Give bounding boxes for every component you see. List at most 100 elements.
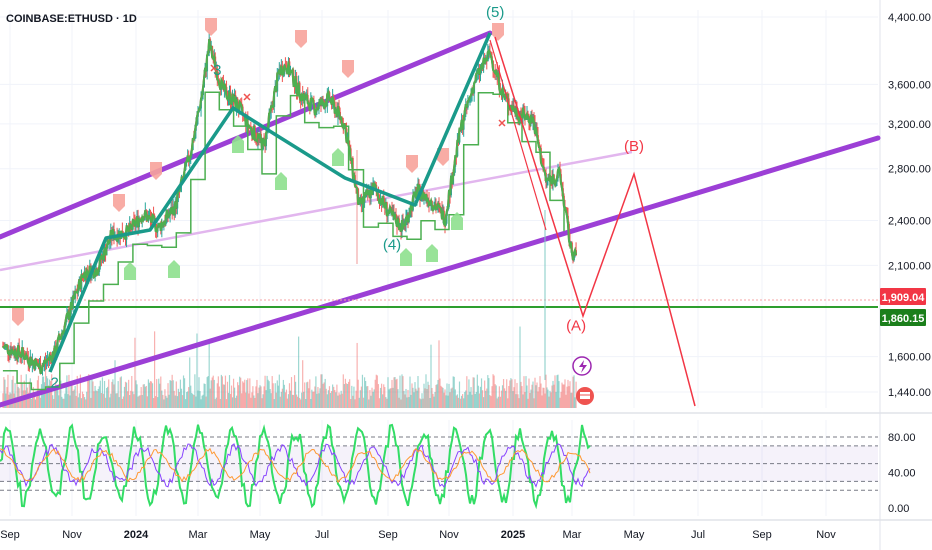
volume-bar	[40, 384, 43, 408]
volume-bar	[558, 381, 560, 408]
volume-bar	[195, 396, 197, 408]
volume-bar	[204, 383, 206, 408]
volume-bar	[71, 381, 73, 408]
volume-bar	[206, 377, 208, 408]
volume-bar	[137, 396, 139, 408]
volume-bar	[202, 394, 204, 408]
volume-bar	[250, 397, 252, 408]
volume-bar	[121, 398, 123, 408]
volume-bar	[38, 390, 41, 408]
volume-bar	[457, 397, 460, 408]
volume-bar	[514, 379, 516, 408]
volume-bar	[400, 399, 402, 408]
volume-bar	[53, 398, 55, 408]
lightning-icon	[579, 360, 587, 373]
volume-bar	[186, 392, 188, 408]
volume-bar	[59, 386, 61, 408]
symbol-title: COINBASE:ETHUSD · 1D	[6, 13, 137, 25]
volume-bar	[496, 398, 498, 408]
volume-bar	[497, 396, 499, 408]
volume-bar	[124, 381, 127, 408]
volume-bar	[64, 393, 66, 408]
volume-bar	[379, 387, 382, 408]
volume-bar	[398, 397, 400, 408]
volume-bar	[95, 390, 97, 408]
volume-bar	[559, 397, 561, 408]
volume-bar	[221, 376, 223, 408]
indicator-lines	[2, 39, 578, 391]
volume-bar	[416, 390, 418, 408]
volume-bar	[460, 395, 463, 408]
volume-bar	[78, 393, 80, 408]
volume-bar	[27, 392, 29, 408]
volume-bar	[492, 374, 494, 408]
volume-bar	[152, 398, 155, 408]
price-tick-label: 1,600.00	[888, 352, 931, 364]
volume-bar	[280, 391, 282, 408]
volume-bar	[97, 388, 99, 408]
volume-bar	[544, 393, 546, 408]
volume-bar	[143, 384, 145, 408]
volume-bar	[231, 397, 234, 408]
volume-bar	[446, 383, 448, 408]
volume-bar	[337, 395, 339, 408]
volume-bar	[522, 394, 524, 408]
volume-bar	[113, 384, 115, 408]
volume-bar	[508, 386, 510, 408]
volume-bar	[412, 387, 414, 408]
volume-bar	[560, 391, 562, 408]
volume-bar	[262, 394, 264, 408]
volume-bar	[130, 390, 132, 408]
volume-bar	[450, 388, 452, 408]
volume-bar	[117, 381, 119, 408]
volume-bar	[478, 393, 481, 408]
volume-bar	[475, 391, 477, 408]
volume-bar	[439, 378, 441, 408]
volume-bar	[180, 388, 183, 408]
volume-bar	[566, 386, 568, 408]
volume-bar	[549, 390, 551, 408]
volume-bar	[213, 379, 215, 408]
volume-bar	[177, 388, 179, 408]
volume-bar	[122, 396, 125, 408]
buy-marker	[124, 262, 136, 280]
volume-bar	[169, 380, 171, 408]
volume-bar	[551, 385, 553, 408]
cross-marker	[243, 93, 251, 101]
volume-bar	[528, 378, 530, 408]
price-badge-label: 1,860.15	[882, 313, 925, 325]
volume-bar	[367, 386, 369, 408]
sell-marker	[437, 148, 449, 166]
wave-label: (B)	[624, 138, 644, 155]
volume-bar	[309, 379, 311, 408]
volume-bar	[243, 382, 245, 408]
volume-bar	[251, 392, 253, 408]
volume-bar	[388, 389, 390, 408]
volume-bar	[377, 384, 380, 408]
volume-bar	[480, 378, 483, 408]
volume-bar	[82, 394, 85, 408]
volume-bar	[501, 385, 504, 408]
volume-bar	[222, 384, 225, 408]
volume-bar	[61, 396, 63, 408]
stochastic-pane: 0.00 40.00 80.00	[0, 423, 916, 515]
volume-bar	[437, 379, 439, 408]
volume-bar	[144, 386, 146, 408]
volume-bar	[518, 398, 520, 408]
volume-bar	[567, 379, 569, 408]
volume-bar	[259, 385, 261, 408]
volume-bar	[375, 374, 377, 408]
volume-bar	[211, 377, 213, 408]
volume-bar	[470, 387, 472, 408]
volume-bar	[136, 384, 138, 408]
volume-bar	[39, 397, 42, 408]
volume-bar	[150, 381, 153, 408]
volume-bar	[159, 383, 161, 408]
volume-bar	[368, 399, 370, 408]
price-tick-label: 4,400.00	[888, 12, 931, 24]
volume-bar	[239, 376, 241, 408]
volume-bar	[127, 391, 129, 408]
volume-bar	[396, 378, 398, 408]
volume-bar	[7, 374, 9, 408]
